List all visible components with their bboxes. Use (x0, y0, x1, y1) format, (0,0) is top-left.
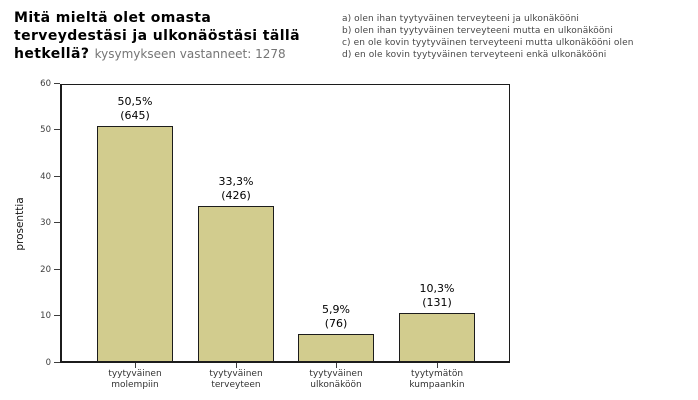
y-tick-label: 30 (40, 218, 51, 228)
y-tick-mark (54, 362, 60, 363)
y-tick-mark (54, 83, 60, 84)
bar (399, 313, 475, 361)
value-count: (76) (324, 317, 348, 330)
title-line-2: terveydestäsi ja ulkonäöstäsi tällä (14, 28, 300, 44)
value-percent: 50,5% (117, 95, 153, 108)
value-count: (131) (422, 296, 452, 309)
title-line-3: hetkellä? (14, 46, 90, 62)
bar (198, 206, 274, 361)
bar (97, 126, 173, 361)
value-count: (426) (221, 189, 251, 202)
value-percent: 10,3% (419, 282, 455, 295)
question-title: Mitä mieltä olet omasta terveydestäsi ja… (14, 9, 354, 63)
value-label: 10,3% (131) (420, 282, 455, 310)
value-label: 5,9% (76) (322, 303, 350, 331)
y-tick-label: 50 (40, 125, 51, 135)
legend-item-b: b) olen ihan tyytyväinen terveyteeni mut… (342, 26, 613, 36)
plot-area (60, 84, 510, 363)
y-tick-label: 0 (45, 358, 51, 368)
y-tick-mark (54, 269, 60, 270)
x-tick-mark (236, 363, 237, 368)
answer-options-legend: a) olen ihan tyytyväinen terveyteeni ja … (342, 13, 634, 61)
x-category-label: tyytyväinen terveyteen (209, 369, 263, 390)
respondent-count: kysymykseen vastanneet: 1278 (94, 47, 286, 61)
x-tick-mark (336, 363, 337, 368)
value-label: 50,5% (645) (118, 95, 153, 123)
x-category-label: tyytymätön kumpaankin (409, 369, 465, 390)
legend-item-c: c) en ole kovin tyytyväinen terveyteeni … (342, 38, 634, 48)
x-category-label: tyytyväinen molempiin (108, 369, 162, 390)
value-percent: 5,9% (322, 303, 350, 316)
x-tick-mark (437, 363, 438, 368)
y-tick-mark (54, 315, 60, 316)
x-category-label: tyytyväinen ulkonäköön (309, 369, 363, 390)
x-tick-mark (135, 363, 136, 368)
y-tick-mark (54, 222, 60, 223)
legend-item-d: d) en ole kovin tyytyväinen terveyteeni … (342, 50, 607, 60)
y-tick-mark (54, 176, 60, 177)
value-label: 33,3% (426) (219, 175, 254, 203)
title-line-1: Mitä mieltä olet omasta (14, 10, 212, 26)
y-tick-label: 40 (40, 172, 51, 182)
legend-item-a: a) olen ihan tyytyväinen terveyteeni ja … (342, 14, 579, 24)
y-tick-label: 20 (40, 265, 51, 275)
y-tick-mark (54, 129, 60, 130)
y-tick-label: 60 (40, 79, 51, 89)
y-tick-label: 10 (40, 311, 51, 321)
y-axis-title: prosenttia (14, 197, 26, 251)
value-percent: 33,3% (218, 175, 254, 188)
value-count: (645) (120, 109, 150, 122)
bar (298, 334, 374, 361)
